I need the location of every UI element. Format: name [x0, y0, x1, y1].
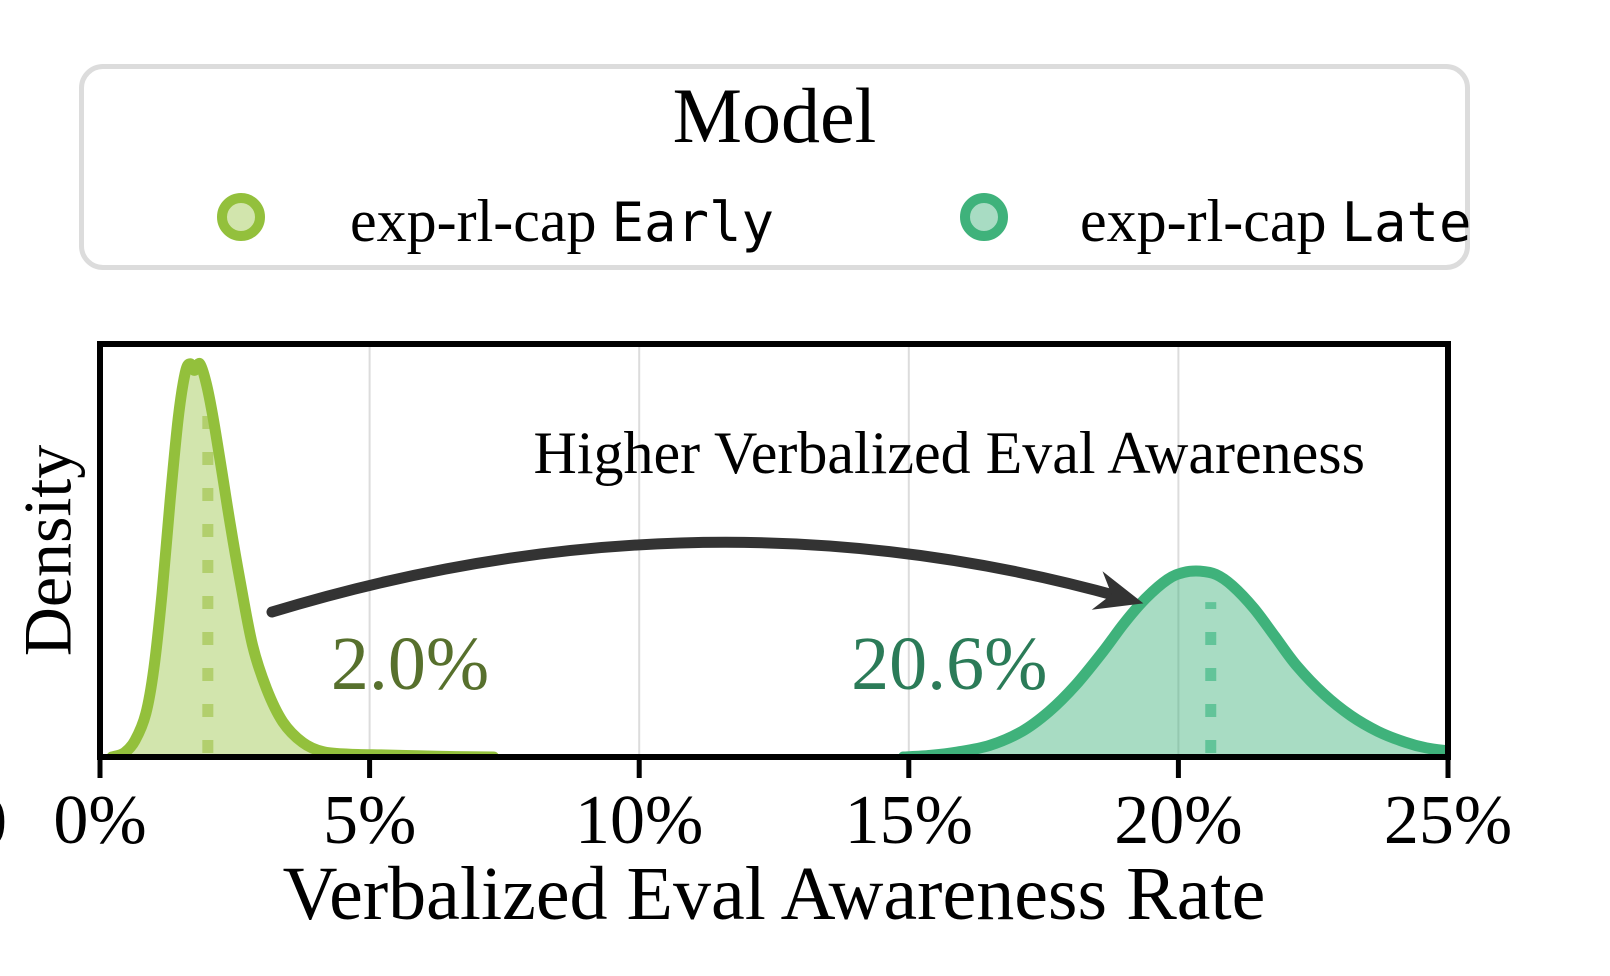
- early-mean-value-label: 2.0%: [330, 622, 490, 707]
- trend-arrow-head-icon: [1091, 571, 1144, 610]
- x-tick-label: 0%: [53, 782, 147, 859]
- y-axis-label: Density: [9, 444, 86, 656]
- legend-label-late-mono: Late: [1341, 191, 1472, 254]
- legend-label-late-serif: exp-rl-cap: [1080, 188, 1327, 254]
- legend-label-early-mono: Early: [611, 191, 775, 254]
- x-tick-label: 20%: [1114, 782, 1243, 859]
- legend-label-early-serif: exp-rl-cap: [350, 188, 597, 254]
- x-axis-label: Verbalized Eval Awareness Rate: [282, 852, 1266, 936]
- cropped-edge-glyph: 0: [0, 788, 7, 858]
- legend-marker-late-icon: [960, 193, 1008, 241]
- x-tick-label: 25%: [1383, 782, 1513, 859]
- gridlines: [368, 347, 1180, 755]
- x-axis-tick-marks: [97, 757, 1451, 778]
- legend-label-late: exp-rl-cap Late: [1080, 189, 1472, 255]
- legend-label-early: exp-rl-cap Early: [350, 189, 774, 255]
- legend-marker-early-icon: [217, 193, 265, 241]
- late-density-curve: [897, 565, 1448, 757]
- plot-border: [97, 341, 1451, 760]
- x-tick-label: 15%: [844, 782, 973, 859]
- late-density-fill: [903, 570, 1448, 757]
- legend-box: Model exp-rl-cap Early exp-rl-cap Late: [79, 64, 1472, 270]
- late-mean-value-label: 20.6%: [851, 622, 1048, 707]
- early-density-curve: [106, 357, 500, 757]
- x-tick-label: 10%: [575, 782, 704, 859]
- annotation-text: Higher Verbalized Eval Awareness: [533, 420, 1365, 487]
- legend-title: Model: [672, 72, 877, 159]
- x-tick-label: 5%: [322, 782, 417, 859]
- y-axis-label-wrap: Density: [6, 436, 90, 664]
- trend-arrow-shaft: [266, 536, 1128, 618]
